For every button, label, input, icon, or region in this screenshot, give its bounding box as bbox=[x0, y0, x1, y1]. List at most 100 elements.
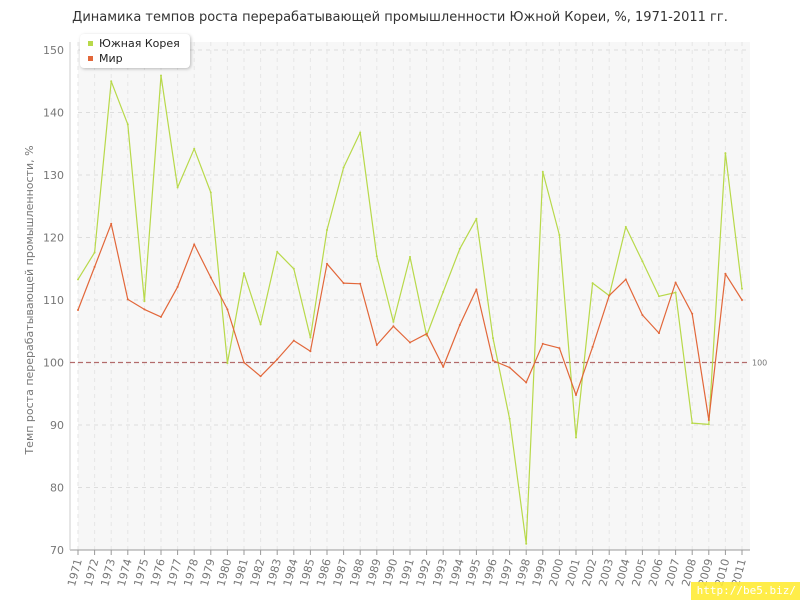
data-point-korea bbox=[309, 336, 312, 339]
y-tick-label: 80 bbox=[50, 482, 64, 495]
data-point-korea bbox=[126, 123, 129, 126]
data-point-korea bbox=[442, 290, 445, 293]
data-point-world bbox=[492, 359, 494, 362]
data-point-world bbox=[193, 243, 196, 246]
data-point-world bbox=[209, 276, 212, 279]
data-point-world bbox=[475, 288, 478, 291]
data-point-korea bbox=[575, 436, 577, 439]
data-point-korea bbox=[508, 417, 511, 420]
data-point-korea bbox=[409, 255, 411, 258]
data-point-world bbox=[93, 265, 96, 268]
data-point-world bbox=[126, 298, 129, 301]
y-tick-label: 140 bbox=[43, 107, 64, 120]
data-point-world bbox=[575, 394, 577, 396]
data-point-world bbox=[160, 315, 162, 318]
legend-label-world: Мир bbox=[99, 52, 123, 65]
data-point-world bbox=[691, 312, 694, 315]
data-point-world bbox=[326, 262, 328, 265]
data-point-world bbox=[176, 285, 179, 288]
data-point-world bbox=[658, 332, 660, 335]
data-point-world bbox=[309, 350, 312, 353]
data-point-korea bbox=[292, 267, 295, 270]
data-point-world bbox=[143, 308, 146, 311]
data-point-korea bbox=[741, 287, 743, 290]
data-point-world bbox=[591, 345, 594, 348]
data-point-korea bbox=[591, 282, 594, 285]
data-point-world bbox=[541, 342, 544, 345]
data-point-world bbox=[641, 314, 644, 316]
data-point-korea bbox=[707, 423, 710, 426]
watermark[interactable]: http://be5.biz/ bbox=[690, 582, 800, 600]
data-point-korea bbox=[458, 247, 461, 250]
data-point-korea bbox=[674, 291, 677, 294]
data-point-korea bbox=[276, 250, 279, 253]
data-point-korea bbox=[110, 80, 113, 83]
reference-line-label: 100 bbox=[752, 359, 767, 368]
data-point-world bbox=[608, 294, 611, 297]
y-axis-label: Темп роста перерабатывающей промышленнос… bbox=[23, 145, 36, 455]
data-point-world bbox=[624, 278, 627, 281]
data-point-korea bbox=[326, 229, 328, 231]
data-point-world bbox=[674, 281, 677, 284]
data-point-world bbox=[392, 325, 395, 328]
y-tick-label: 110 bbox=[43, 294, 64, 307]
data-point-korea bbox=[624, 225, 627, 228]
data-point-korea bbox=[641, 260, 644, 263]
legend-swatch-korea bbox=[88, 40, 93, 46]
data-point-world bbox=[243, 361, 245, 364]
data-point-korea bbox=[160, 74, 162, 77]
y-tick-label: 130 bbox=[43, 169, 64, 182]
y-tick-label: 90 bbox=[50, 419, 64, 432]
data-point-world bbox=[724, 272, 727, 275]
legend-label-korea: Южная Корея bbox=[99, 37, 180, 50]
data-point-korea bbox=[226, 362, 229, 365]
y-tick-label: 150 bbox=[43, 44, 64, 57]
data-point-world bbox=[276, 358, 279, 361]
data-point-world bbox=[409, 341, 411, 344]
data-point-world bbox=[77, 309, 79, 311]
data-point-korea bbox=[259, 323, 262, 326]
data-point-korea bbox=[209, 191, 212, 194]
data-point-korea bbox=[342, 166, 345, 169]
chart-title: Динамика темпов роста перерабатывающей п… bbox=[72, 10, 728, 25]
data-point-korea bbox=[558, 234, 561, 236]
legend-item-korea[interactable]: Южная Корея bbox=[88, 37, 180, 51]
data-point-world bbox=[425, 332, 428, 335]
data-point-korea bbox=[541, 170, 544, 173]
plot-background bbox=[78, 42, 750, 550]
y-tick-label: 70 bbox=[50, 544, 64, 557]
data-point-world bbox=[707, 419, 710, 421]
data-point-korea bbox=[176, 186, 179, 189]
data-point-korea bbox=[392, 320, 395, 323]
data-point-korea bbox=[359, 131, 362, 134]
data-point-world bbox=[525, 381, 528, 384]
data-point-korea bbox=[658, 295, 660, 298]
y-tick-label: 100 bbox=[43, 357, 64, 370]
data-point-korea bbox=[475, 217, 478, 220]
data-point-world bbox=[741, 299, 743, 301]
data-point-korea bbox=[375, 255, 378, 258]
data-point-world bbox=[292, 339, 295, 342]
legend-swatch-world bbox=[88, 55, 93, 61]
data-point-korea bbox=[77, 278, 79, 281]
data-point-world bbox=[342, 282, 345, 285]
data-point-world bbox=[359, 282, 362, 285]
data-point-korea bbox=[525, 542, 528, 545]
data-point-korea bbox=[243, 272, 245, 275]
data-point-world bbox=[375, 344, 378, 346]
data-point-world bbox=[558, 347, 561, 350]
legend-item-world[interactable]: Мир bbox=[88, 52, 123, 66]
data-point-world bbox=[259, 375, 262, 378]
data-point-korea bbox=[143, 300, 146, 303]
data-point-world bbox=[226, 308, 229, 311]
data-point-korea bbox=[724, 152, 727, 155]
data-point-world bbox=[508, 366, 511, 369]
data-point-world bbox=[458, 324, 461, 326]
data-point-korea bbox=[93, 251, 96, 254]
data-point-korea bbox=[691, 422, 694, 425]
data-point-world bbox=[442, 365, 445, 368]
legend: Южная Корея Мир bbox=[80, 34, 190, 68]
data-point-korea bbox=[193, 147, 196, 150]
data-point-world bbox=[110, 222, 113, 225]
